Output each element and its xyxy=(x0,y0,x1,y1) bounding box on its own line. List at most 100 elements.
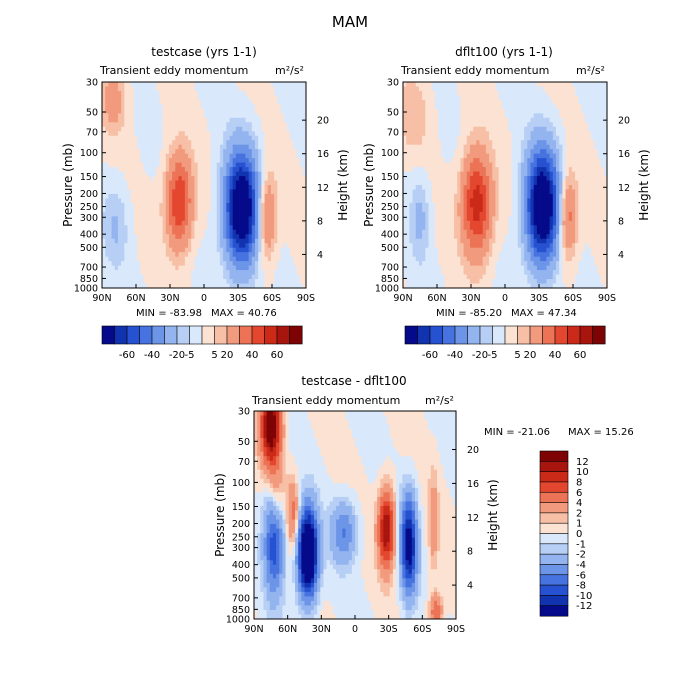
field-cell xyxy=(527,176,531,181)
field-cell xyxy=(479,108,484,114)
field-cell xyxy=(168,283,173,289)
field-cell xyxy=(248,167,253,172)
field-cell xyxy=(290,234,294,240)
field-cell xyxy=(146,247,151,253)
field-cell xyxy=(444,162,448,168)
field-cell xyxy=(213,189,218,195)
field-cell xyxy=(283,180,288,186)
field-cell xyxy=(239,252,243,257)
field-cell xyxy=(270,122,275,128)
field-cell xyxy=(130,149,135,154)
field-cell xyxy=(565,113,570,119)
field-cell xyxy=(444,108,448,114)
field-cell xyxy=(556,126,560,132)
field-cell xyxy=(290,140,294,146)
field-cell xyxy=(181,108,186,114)
field-cell xyxy=(562,198,566,204)
field-cell xyxy=(162,144,167,150)
field-cell xyxy=(575,117,579,123)
field-cell xyxy=(552,126,557,132)
field-cell xyxy=(137,234,141,240)
field-cell xyxy=(603,167,608,172)
field-cell xyxy=(168,220,173,226)
field-cell xyxy=(159,256,163,262)
field-cell xyxy=(546,122,550,128)
field-cell xyxy=(216,261,221,266)
field-cell xyxy=(146,176,151,181)
field-cell xyxy=(517,176,522,181)
field-cell xyxy=(568,176,573,181)
field-cell xyxy=(165,82,170,87)
field-cell xyxy=(587,135,592,141)
field-cell xyxy=(293,256,297,262)
field-cell xyxy=(248,279,253,284)
field-cell xyxy=(117,162,122,168)
field-cell xyxy=(290,207,294,213)
field-cell xyxy=(454,108,458,114)
field-cell xyxy=(172,99,176,105)
field-cell xyxy=(188,211,192,217)
field-cell xyxy=(245,113,249,119)
field-cell xyxy=(137,86,141,92)
field-cell xyxy=(200,144,205,150)
field-cell xyxy=(124,104,128,110)
field-cell xyxy=(153,153,157,159)
field-cell xyxy=(296,225,300,231)
field-cell xyxy=(200,99,205,105)
field-cell xyxy=(137,225,141,231)
field-cell xyxy=(153,131,157,137)
field-cell xyxy=(117,283,122,289)
height-tick-label: 8 xyxy=(317,216,323,227)
field-cell xyxy=(450,216,455,222)
field-cell xyxy=(575,122,579,128)
field-cell xyxy=(438,158,442,163)
field-cell xyxy=(469,86,474,92)
field-cell xyxy=(213,126,218,132)
field-cell xyxy=(517,202,522,208)
field-cell xyxy=(556,140,560,146)
field-cell xyxy=(466,158,471,163)
field-cell xyxy=(568,144,573,150)
field-cell xyxy=(130,104,135,110)
field-cell xyxy=(149,193,154,199)
field-cell xyxy=(261,167,265,172)
field-cell xyxy=(172,117,176,123)
field-cell xyxy=(299,113,304,119)
field-cell xyxy=(482,135,487,141)
panel-1-max-label: MAX = 40.76 xyxy=(211,308,277,319)
field-cell xyxy=(130,225,135,231)
field-cell xyxy=(191,265,195,271)
field-cell xyxy=(489,176,493,181)
field-cell xyxy=(168,243,173,249)
field-cell xyxy=(527,131,531,137)
field-cell xyxy=(482,99,487,105)
field-cell xyxy=(428,86,433,92)
field-cell xyxy=(600,126,605,132)
field-cell xyxy=(111,243,116,249)
field-cell xyxy=(213,238,218,244)
field-cell xyxy=(274,126,278,132)
field-cell xyxy=(505,131,509,137)
field-cell xyxy=(299,122,304,128)
field-cell xyxy=(108,86,112,92)
field-cell xyxy=(204,86,208,92)
field-cell xyxy=(482,82,487,87)
field-cell xyxy=(450,162,455,168)
field-cell xyxy=(188,167,192,172)
field-cell xyxy=(540,158,544,163)
field-cell xyxy=(495,180,499,186)
field-cell xyxy=(412,95,417,101)
field-cell xyxy=(130,202,135,208)
field-cell xyxy=(194,202,198,208)
field-cell xyxy=(197,131,202,137)
field-cell xyxy=(584,95,589,101)
field-cell xyxy=(415,122,420,128)
field-cell xyxy=(210,86,214,92)
field-cell xyxy=(425,144,429,150)
field-cell xyxy=(469,162,474,168)
field-cell xyxy=(441,149,445,154)
field-cell xyxy=(431,113,436,119)
field-cell xyxy=(540,216,544,222)
field-cell xyxy=(108,117,112,123)
field-cell xyxy=(200,229,205,235)
